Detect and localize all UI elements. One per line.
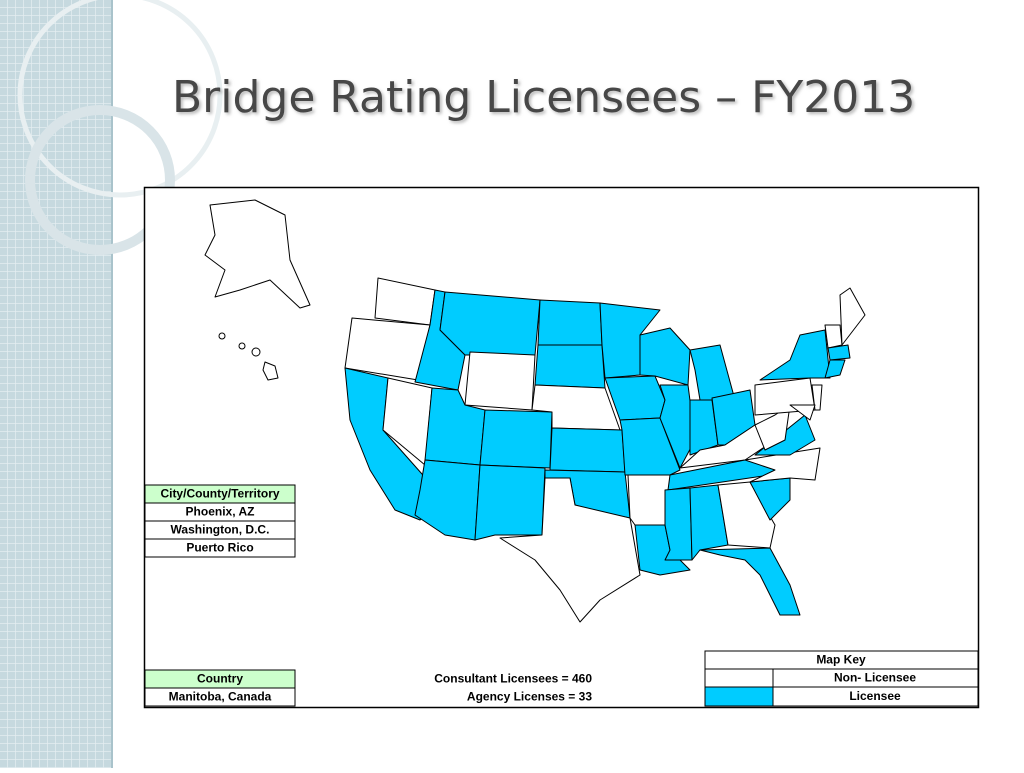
- decor-strip: [0, 0, 112, 768]
- decor-ring: [17, 0, 223, 198]
- key-title: Map Key: [816, 653, 866, 667]
- stat-text: Consultant Licensees = 460: [434, 672, 592, 686]
- stat-text: Agency Licenses = 33: [467, 690, 592, 704]
- city-table: City/County/Territory Phoenix, AZ Washin…: [144, 484, 296, 558]
- country-table: Country Manitoba, Canada: [144, 669, 296, 707]
- key-label: Licensee: [849, 689, 901, 703]
- table-header: Country: [197, 672, 243, 686]
- table-cell: Puerto Rico: [186, 541, 253, 555]
- decor-ring: [25, 105, 175, 255]
- table-header: City/County/Territory: [160, 487, 279, 501]
- table-cell: Phoenix, AZ: [186, 505, 255, 519]
- map-key: Map Key Non- Licensee Licensee: [704, 650, 979, 707]
- table-cell: Washington, D.C.: [171, 523, 270, 537]
- us-map: [204, 199, 866, 623]
- key-label: Non- Licensee: [834, 671, 916, 685]
- slide-title: Bridge Rating Licensees – FY2013: [172, 72, 915, 123]
- table-cell: Manitoba, Canada: [169, 690, 272, 704]
